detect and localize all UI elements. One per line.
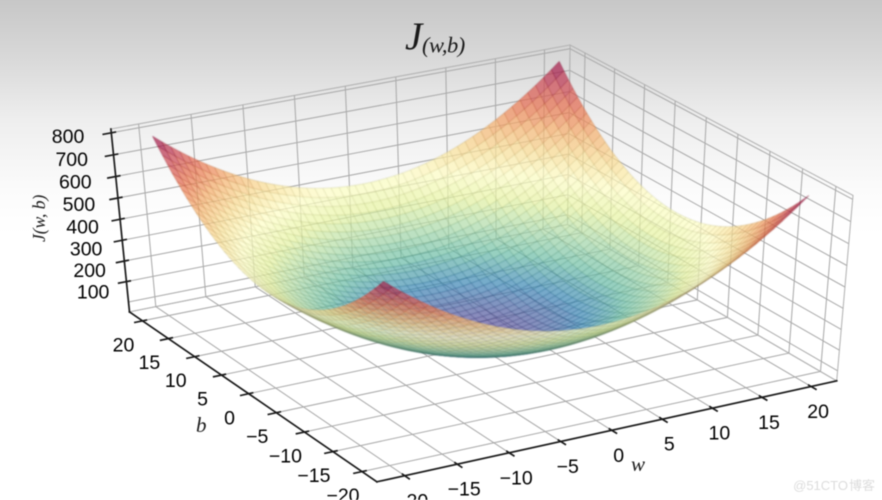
svg-text:0: 0 [224, 407, 235, 429]
svg-text:−10: −10 [500, 467, 533, 489]
svg-text:5: 5 [664, 434, 675, 456]
svg-text:20: 20 [113, 334, 135, 356]
svg-text:100: 100 [77, 282, 110, 304]
svg-text:J: J [405, 15, 424, 58]
svg-text:700: 700 [55, 149, 88, 171]
svg-text:−5: −5 [246, 426, 268, 448]
svg-text:@51CTO: @51CTO [793, 478, 848, 493]
svg-text:−20: −20 [395, 490, 428, 500]
svg-text:300: 300 [70, 238, 103, 260]
svg-text:15: 15 [139, 352, 161, 374]
svg-text:800: 800 [52, 126, 85, 148]
svg-text:b: b [196, 413, 207, 437]
svg-text:200: 200 [73, 260, 106, 282]
svg-text:w: w [631, 452, 645, 476]
svg-text:−5: −5 [557, 456, 579, 478]
svg-text:15: 15 [758, 412, 780, 434]
svg-text:600: 600 [59, 172, 92, 194]
svg-text:0: 0 [613, 445, 624, 467]
svg-text:(w,b): (w,b) [422, 33, 465, 58]
svg-text:−15: −15 [448, 479, 481, 500]
svg-text:−10: −10 [269, 446, 302, 468]
svg-text:10: 10 [165, 370, 187, 392]
svg-text:20: 20 [807, 401, 829, 423]
svg-text:J(w, b): J(w, b) [29, 195, 49, 242]
svg-text:500: 500 [63, 194, 96, 216]
svg-text:5: 5 [197, 389, 208, 411]
svg-text:−15: −15 [297, 465, 330, 487]
svg-text:400: 400 [66, 216, 99, 238]
svg-text:−20: −20 [326, 485, 359, 500]
svg-text:10: 10 [709, 423, 731, 445]
